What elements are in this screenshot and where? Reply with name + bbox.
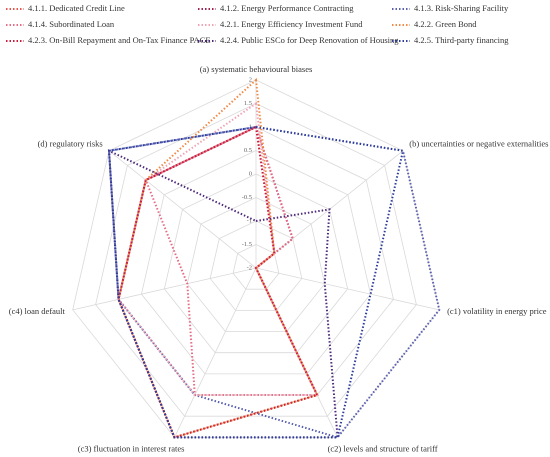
tick-label: -2 — [247, 264, 252, 271]
axis-label: (a) systematic behavioural biases — [200, 64, 313, 74]
grid-ring — [163, 173, 349, 354]
legend-label: 4.1.1. Dedicated Credit Line — [28, 3, 125, 13]
tick-label: 0.5 — [244, 147, 252, 154]
tick-label: -0.5 — [242, 194, 252, 201]
axis-label: (c4) loan default — [9, 306, 66, 316]
tick-label: -1.5 — [242, 241, 252, 248]
legend-label: 4.1.2. Energy Performance Contracting — [220, 3, 354, 13]
axis-label: (d) regulatory risks — [38, 139, 103, 149]
axis-label: (c2) levels and structure of tariff — [328, 443, 438, 453]
tick-label: 2 — [249, 76, 252, 83]
tick-label: 0 — [249, 170, 252, 177]
spoke — [72, 267, 257, 311]
series-line — [117, 77, 319, 439]
series-line — [117, 101, 319, 397]
legend-label: 4.2.3. On-Bill Repayment and On-Tax Fina… — [28, 35, 211, 45]
grid-ring — [95, 103, 417, 417]
grid-ring — [141, 150, 371, 375]
series-line — [117, 125, 319, 439]
legend-label: 4.1.3. Risk-Sharing Facility — [414, 3, 509, 13]
tick-label: 1.5 — [244, 100, 252, 107]
spoke — [255, 267, 440, 311]
spoke — [174, 267, 257, 438]
legend-label: 4.2.2. Green Bond — [414, 19, 477, 29]
tick-label: -1 — [247, 217, 252, 224]
series-line — [117, 125, 319, 439]
grid-ring — [186, 197, 326, 332]
legend-label: 4.1.4. Subordinated Loan — [28, 19, 115, 29]
axis-label: (c1) volatility in energy price — [447, 306, 547, 316]
series-line — [107, 125, 405, 439]
series-line — [107, 125, 441, 439]
spoke — [108, 150, 257, 269]
grid-ring — [232, 244, 280, 290]
axis-label: (c3) fluctuation in interest rates — [78, 443, 185, 453]
grid-ring — [209, 220, 303, 311]
axis-label: (b) uncertainties or negative externalit… — [409, 139, 548, 149]
series-line — [117, 125, 319, 397]
legend-label: 4.2.1. Energy Efficiency Investment Fund — [220, 19, 363, 29]
legend-label: 4.2.4. Public ESCo for Deep Renovation o… — [220, 35, 399, 45]
legend-label: 4.2.5. Third-party financing — [414, 35, 509, 45]
